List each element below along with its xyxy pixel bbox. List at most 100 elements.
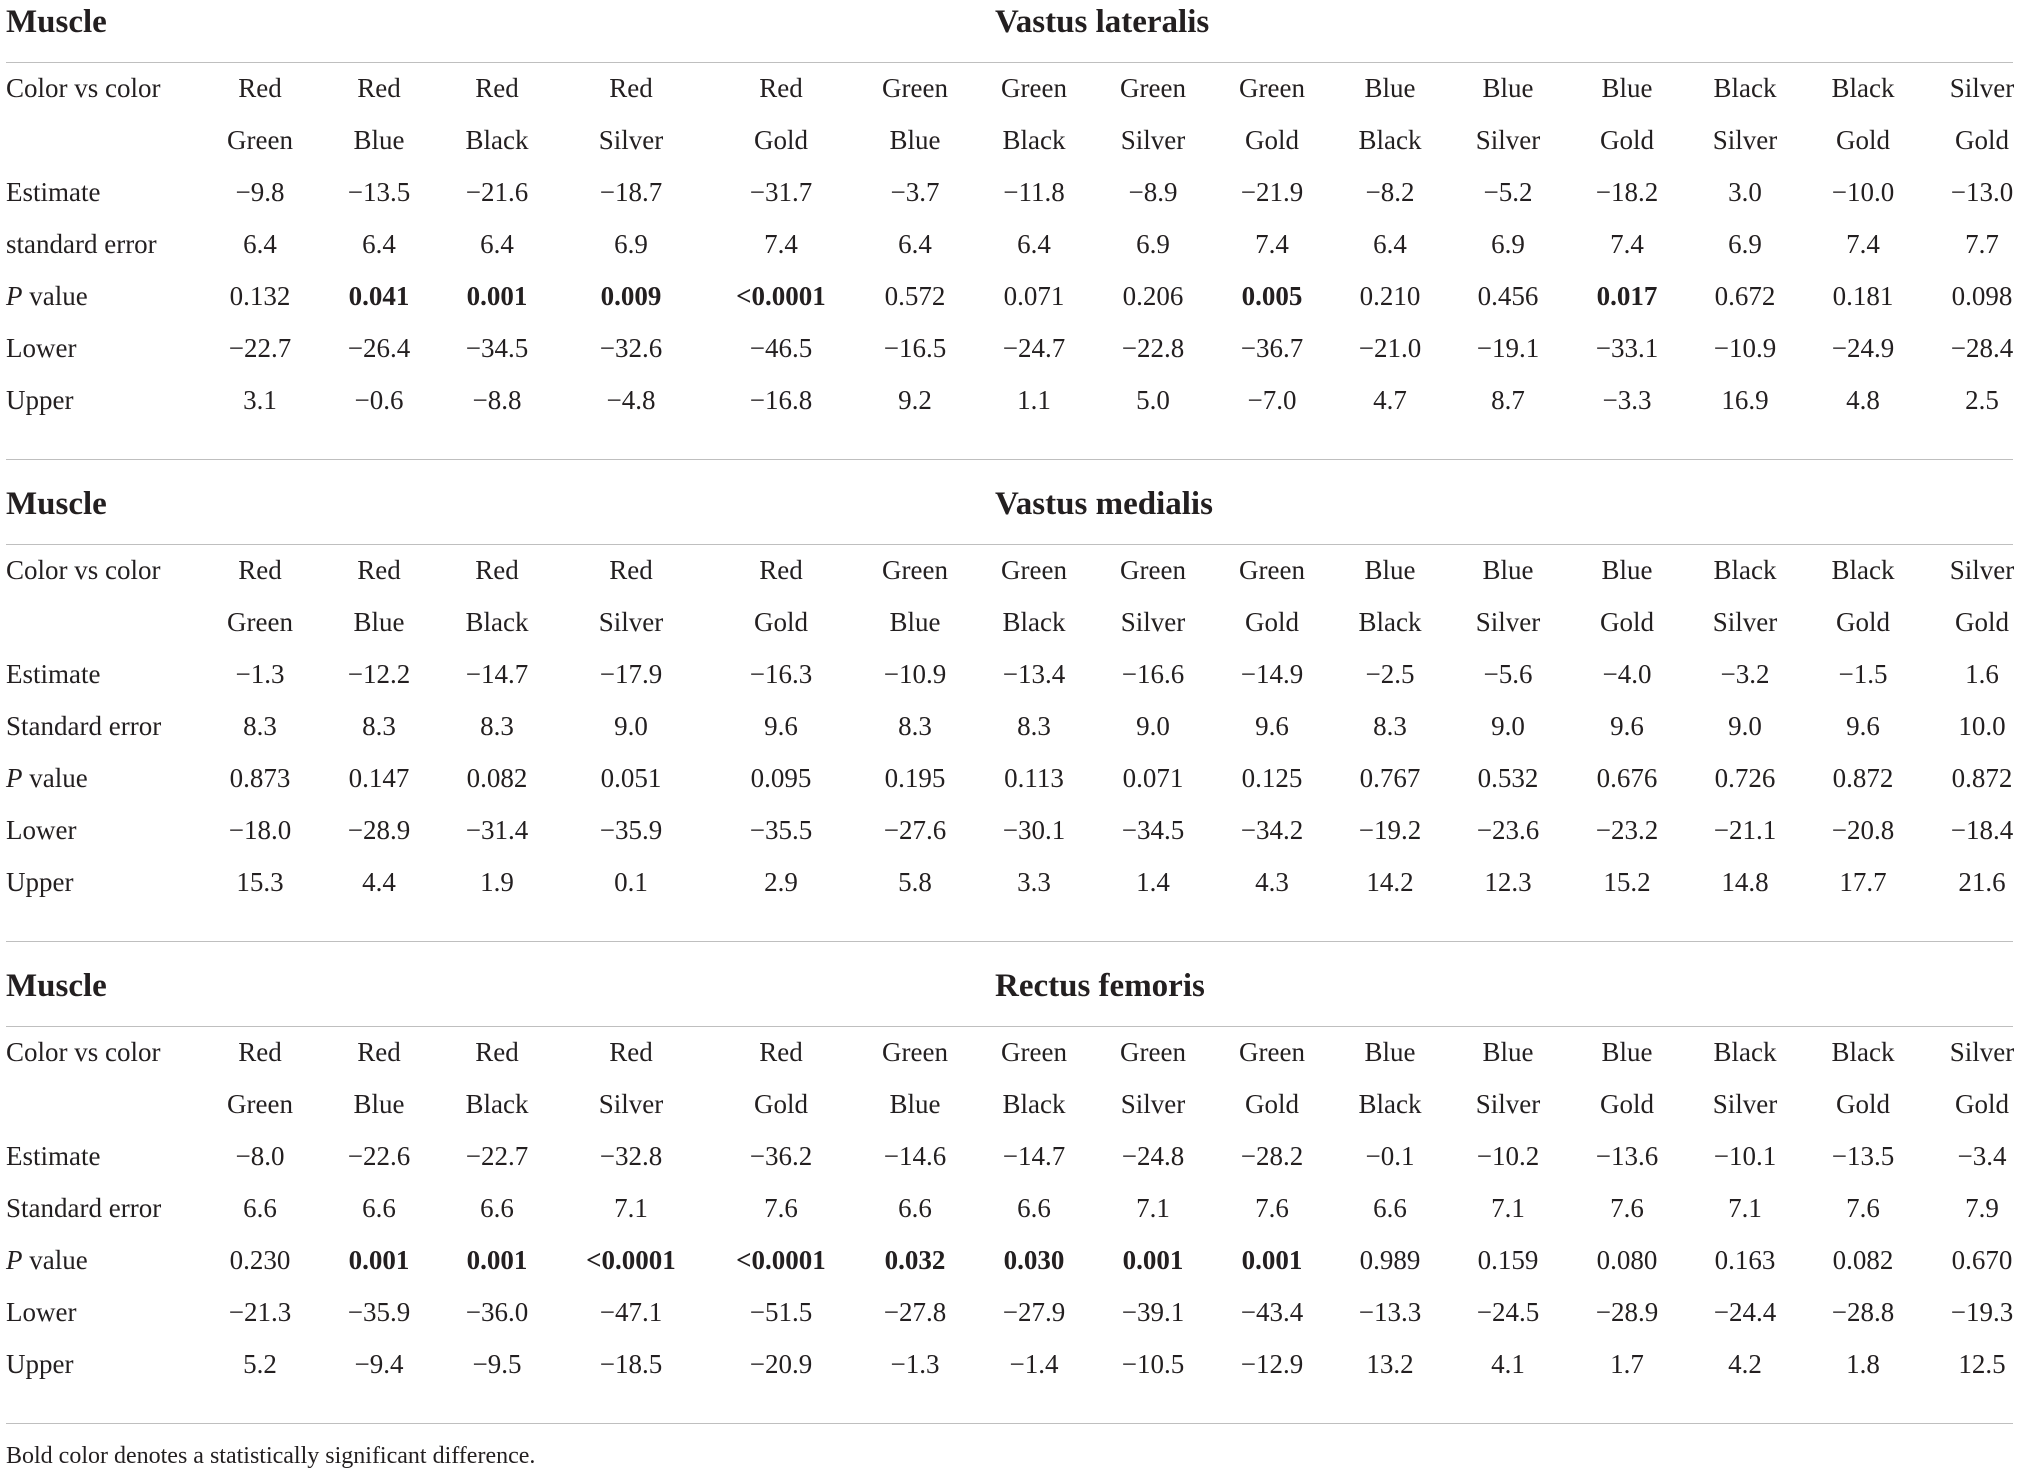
table-cell: 8.3 <box>898 711 932 741</box>
table-cell: −18.2 <box>1595 177 1659 207</box>
table-cell: −13.5 <box>347 177 411 207</box>
table-cell: 9.2 <box>898 385 932 415</box>
table-cell: Red <box>609 555 653 585</box>
table-cell: −27.8 <box>883 1297 947 1327</box>
table-cell: <0.0001 <box>736 1245 826 1275</box>
table-cell: −31.4 <box>465 815 529 845</box>
color-row-second: Green Blue Black Silver Gold Blue Black Silver G… <box>0 607 2019 659</box>
table-cell: 9.0 <box>1728 711 1762 741</box>
table-cell: Gold <box>1955 607 2009 637</box>
color-row-first: Color vs color Red Red Red Red Red Green Green G… <box>0 555 2019 607</box>
row-label: Lower <box>6 1297 77 1327</box>
table-cell: Green <box>1120 1037 1186 1067</box>
table-cell: 0.030 <box>1003 1245 1065 1275</box>
table-cell: 16.9 <box>1721 385 1769 415</box>
table-cell: Gold <box>1245 1089 1299 1119</box>
estimate-row: Estimate −1.3 −12.2 −14.7 −17.9 −16.3 −10.9 −13… <box>0 659 2019 711</box>
table-cell: Gold <box>1600 125 1654 155</box>
table-cell: −19.1 <box>1476 333 1540 363</box>
table-cell: −47.1 <box>599 1297 663 1327</box>
table-cell: −17.9 <box>599 659 663 689</box>
table-cell: 0.001 <box>466 1245 528 1275</box>
table-cell: 14.8 <box>1721 867 1769 897</box>
table-cell: 6.9 <box>1491 229 1525 259</box>
divider <box>6 62 2013 63</box>
table-cell: −9.4 <box>354 1349 404 1379</box>
table-cell: −5.2 <box>1483 177 1533 207</box>
table-cell: −1.5 <box>1838 659 1888 689</box>
row-label: Estimate <box>6 1141 101 1171</box>
row-label: P value <box>6 763 88 794</box>
table-cell: −27.6 <box>883 815 947 845</box>
table-cell: 6.4 <box>362 229 396 259</box>
p-value-row: P value 0.230 0.001 0.001 <0.0001 <0.0001 0.03… <box>0 1245 2019 1297</box>
standard-error-row: Standard error 8.3 8.3 8.3 9.0 9.6 8.3 8.3 9.0 9.… <box>0 711 2019 763</box>
table-cell: −19.3 <box>1950 1297 2014 1327</box>
table-cell: −10.0 <box>1831 177 1895 207</box>
lower-row: Lower −21.3 −35.9 −36.0 −47.1 −51.5 −27.8 −27.9… <box>0 1297 2019 1349</box>
table-cell: −28.9 <box>347 815 411 845</box>
table-cell: Red <box>759 73 803 103</box>
table-cell: 8.7 <box>1491 385 1525 415</box>
table-cell: 9.0 <box>1136 711 1170 741</box>
table-cell: −27.9 <box>1002 1297 1066 1327</box>
table-cell: Blue <box>1482 1037 1534 1067</box>
color-row-second: Green Blue Black Silver Gold Blue Black Silver G… <box>0 125 2019 177</box>
table-cell: 7.1 <box>1728 1193 1762 1223</box>
muscle-header: Muscle <box>6 486 107 522</box>
row-label: Color vs color <box>6 555 161 585</box>
table-cell: Red <box>357 73 401 103</box>
estimate-row: Estimate −9.8 −13.5 −21.6 −18.7 −31.7 −3.7 −11.… <box>0 177 2019 229</box>
table-cell: Silver <box>598 125 664 155</box>
row-label: Estimate <box>6 177 101 207</box>
table-cell: 1.8 <box>1846 1349 1880 1379</box>
table-cell: 0.195 <box>884 763 946 793</box>
table-cell: 7.1 <box>614 1193 648 1223</box>
table-cell: Green <box>1120 555 1186 585</box>
table-cell: Black <box>1713 73 1777 103</box>
table-cell: Blue <box>1601 73 1653 103</box>
table-cell: −13.5 <box>1831 1141 1895 1171</box>
table-cell: −16.3 <box>749 659 813 689</box>
p-value-row: P value 0.873 0.147 0.082 0.051 0.095 0.195 0.1… <box>0 763 2019 815</box>
table-cell: −10.9 <box>883 659 947 689</box>
table-cell: 7.6 <box>1255 1193 1289 1223</box>
table-cell: −0.1 <box>1365 1141 1415 1171</box>
table-cell: Silver <box>1712 1089 1778 1119</box>
table-cell: −13.3 <box>1358 1297 1422 1327</box>
table-cell: −34.5 <box>1121 815 1185 845</box>
table-cell: Gold <box>1245 607 1299 637</box>
table-cell: −34.2 <box>1240 815 1304 845</box>
table-cell: 7.4 <box>1610 229 1644 259</box>
table-cell: 6.6 <box>480 1193 514 1223</box>
upper-row: Upper 3.1 −0.6 −8.8 −4.8 −16.8 9.2 1.1 5.0 −7.0 4.… <box>0 385 2019 437</box>
table-cell: 0.1 <box>614 867 648 897</box>
table-cell: 9.0 <box>1491 711 1525 741</box>
table-cell: −1.4 <box>1009 1349 1059 1379</box>
row-label: Upper <box>6 867 74 897</box>
table-cell: Green <box>227 1089 293 1119</box>
table-cell: 0.206 <box>1122 281 1184 311</box>
table-cell: 1.4 <box>1136 867 1170 897</box>
table-cell: Red <box>475 1037 519 1067</box>
table-cell: Gold <box>754 607 808 637</box>
table-cell: 4.7 <box>1373 385 1407 415</box>
table-cell: Silver <box>1712 125 1778 155</box>
table-cell: Gold <box>754 1089 808 1119</box>
table-cell: 0.125 <box>1241 763 1303 793</box>
muscle-name: Vastus lateralis <box>995 4 1210 40</box>
table-cell: −4.8 <box>606 385 656 415</box>
table-cell: −10.1 <box>1713 1141 1777 1171</box>
table-cell: 0.080 <box>1596 1245 1658 1275</box>
divider <box>6 459 2013 460</box>
table-cell: −11.8 <box>1003 177 1065 207</box>
table-cell: Silver <box>1949 555 2015 585</box>
table-cell: 7.7 <box>1965 229 1999 259</box>
p-rest: value <box>22 281 88 311</box>
table-cell: 7.6 <box>1846 1193 1880 1223</box>
table-cell: 3.1 <box>243 385 277 415</box>
table-cell: Green <box>1001 555 1067 585</box>
muscle-header: Muscle <box>6 4 107 40</box>
table-cell: 0.873 <box>229 763 291 793</box>
table-cell: 9.6 <box>1255 711 1289 741</box>
